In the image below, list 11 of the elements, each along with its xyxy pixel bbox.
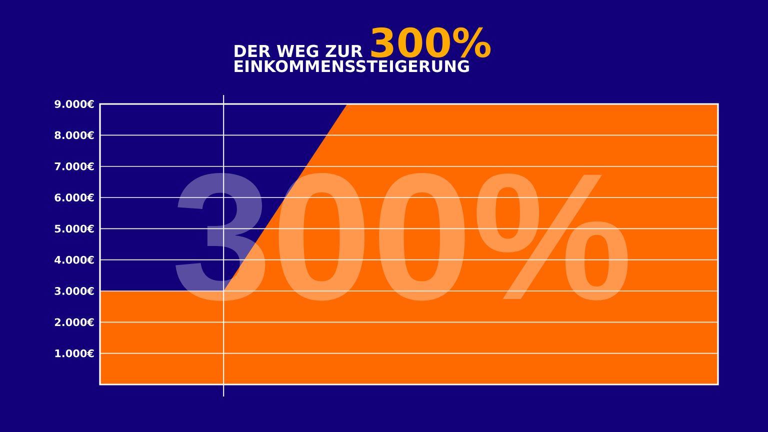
y-tick-label: 5.000€ — [54, 224, 94, 233]
y-tick-label: 4.000€ — [54, 256, 94, 264]
y-tick-label: 1.000€ — [55, 349, 94, 358]
y-tick-label: 2.000€ — [54, 318, 94, 326]
y-tick-label: 8.000€ — [54, 131, 94, 140]
y-tick-label: 7.000€ — [54, 162, 94, 170]
y-tick-label: 6.000€ — [54, 194, 94, 202]
chart-subtitle: EINKOMMENSSTEIGERUNG — [234, 60, 469, 72]
y-tick-label: 3.000€ — [54, 287, 94, 295]
chart-title: DER WEG ZUR 300% — [234, 27, 491, 58]
y-tick-label: 9.000€ — [54, 100, 94, 108]
